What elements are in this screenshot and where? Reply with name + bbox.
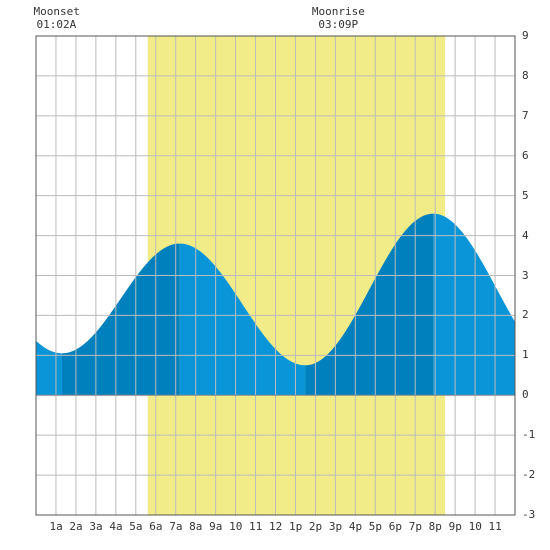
y-tick-label: 3 [522, 268, 529, 282]
x-tick-label: 10 [468, 520, 482, 533]
x-tick-label: 9a [209, 520, 223, 533]
x-tick-label: 3p [328, 520, 343, 533]
y-tick-label: 9 [522, 29, 529, 42]
y-tick-label: 2 [522, 308, 529, 322]
x-tick-label: 9p [448, 520, 462, 533]
moonrise-label: Moonrise [311, 5, 365, 18]
falling-tide-area [179, 243, 306, 396]
x-tick-label: 7a [169, 520, 183, 533]
x-tick-label: 2a [69, 520, 83, 533]
plot-frame [35, 35, 516, 516]
x-tick-label: 12 [269, 520, 283, 533]
rising-tide-area [305, 213, 434, 396]
x-tick-label: 11 [249, 520, 263, 533]
y-tick-label: -3 [522, 508, 536, 521]
y-tick-label: 6 [522, 148, 529, 162]
x-tick-label: 2p [308, 520, 323, 533]
y-tick-label: -1 [522, 428, 536, 442]
moonset-time: 01:02A [36, 18, 77, 31]
y-tick-label: -2 [522, 468, 536, 482]
y-tick-label: 4 [522, 228, 529, 242]
grid-lines [36, 36, 515, 515]
x-tick-label: 1a [49, 520, 63, 533]
x-tick-label: 7p [408, 520, 422, 533]
x-tick-label: 5a [129, 520, 143, 533]
moonset-label: Moonset [33, 5, 80, 18]
x-tick-label: 4p [348, 520, 363, 533]
x-tick-label: 4a [109, 520, 123, 533]
y-tick-label: 8 [522, 68, 529, 82]
moonrise-time: 03:09P [318, 18, 359, 31]
rising-tide-area [61, 243, 180, 396]
x-tick-label: 6p [388, 520, 402, 533]
y-tick-label: 1 [522, 348, 529, 362]
x-tick-label: 1p [288, 520, 303, 533]
x-tick-label: 3a [89, 520, 103, 533]
y-tick-label: 5 [522, 188, 529, 202]
x-tick-label: 8p [428, 520, 442, 533]
y-tick-label: 7 [522, 108, 529, 122]
x-tick-label: 5p [368, 520, 383, 533]
x-tick-label: 6a [149, 520, 163, 533]
x-tick-label: 10 [229, 520, 243, 533]
x-tick-label: 11 [488, 520, 502, 533]
y-tick-label: 0 [522, 388, 529, 402]
x-tick-label: 8a [189, 520, 203, 533]
